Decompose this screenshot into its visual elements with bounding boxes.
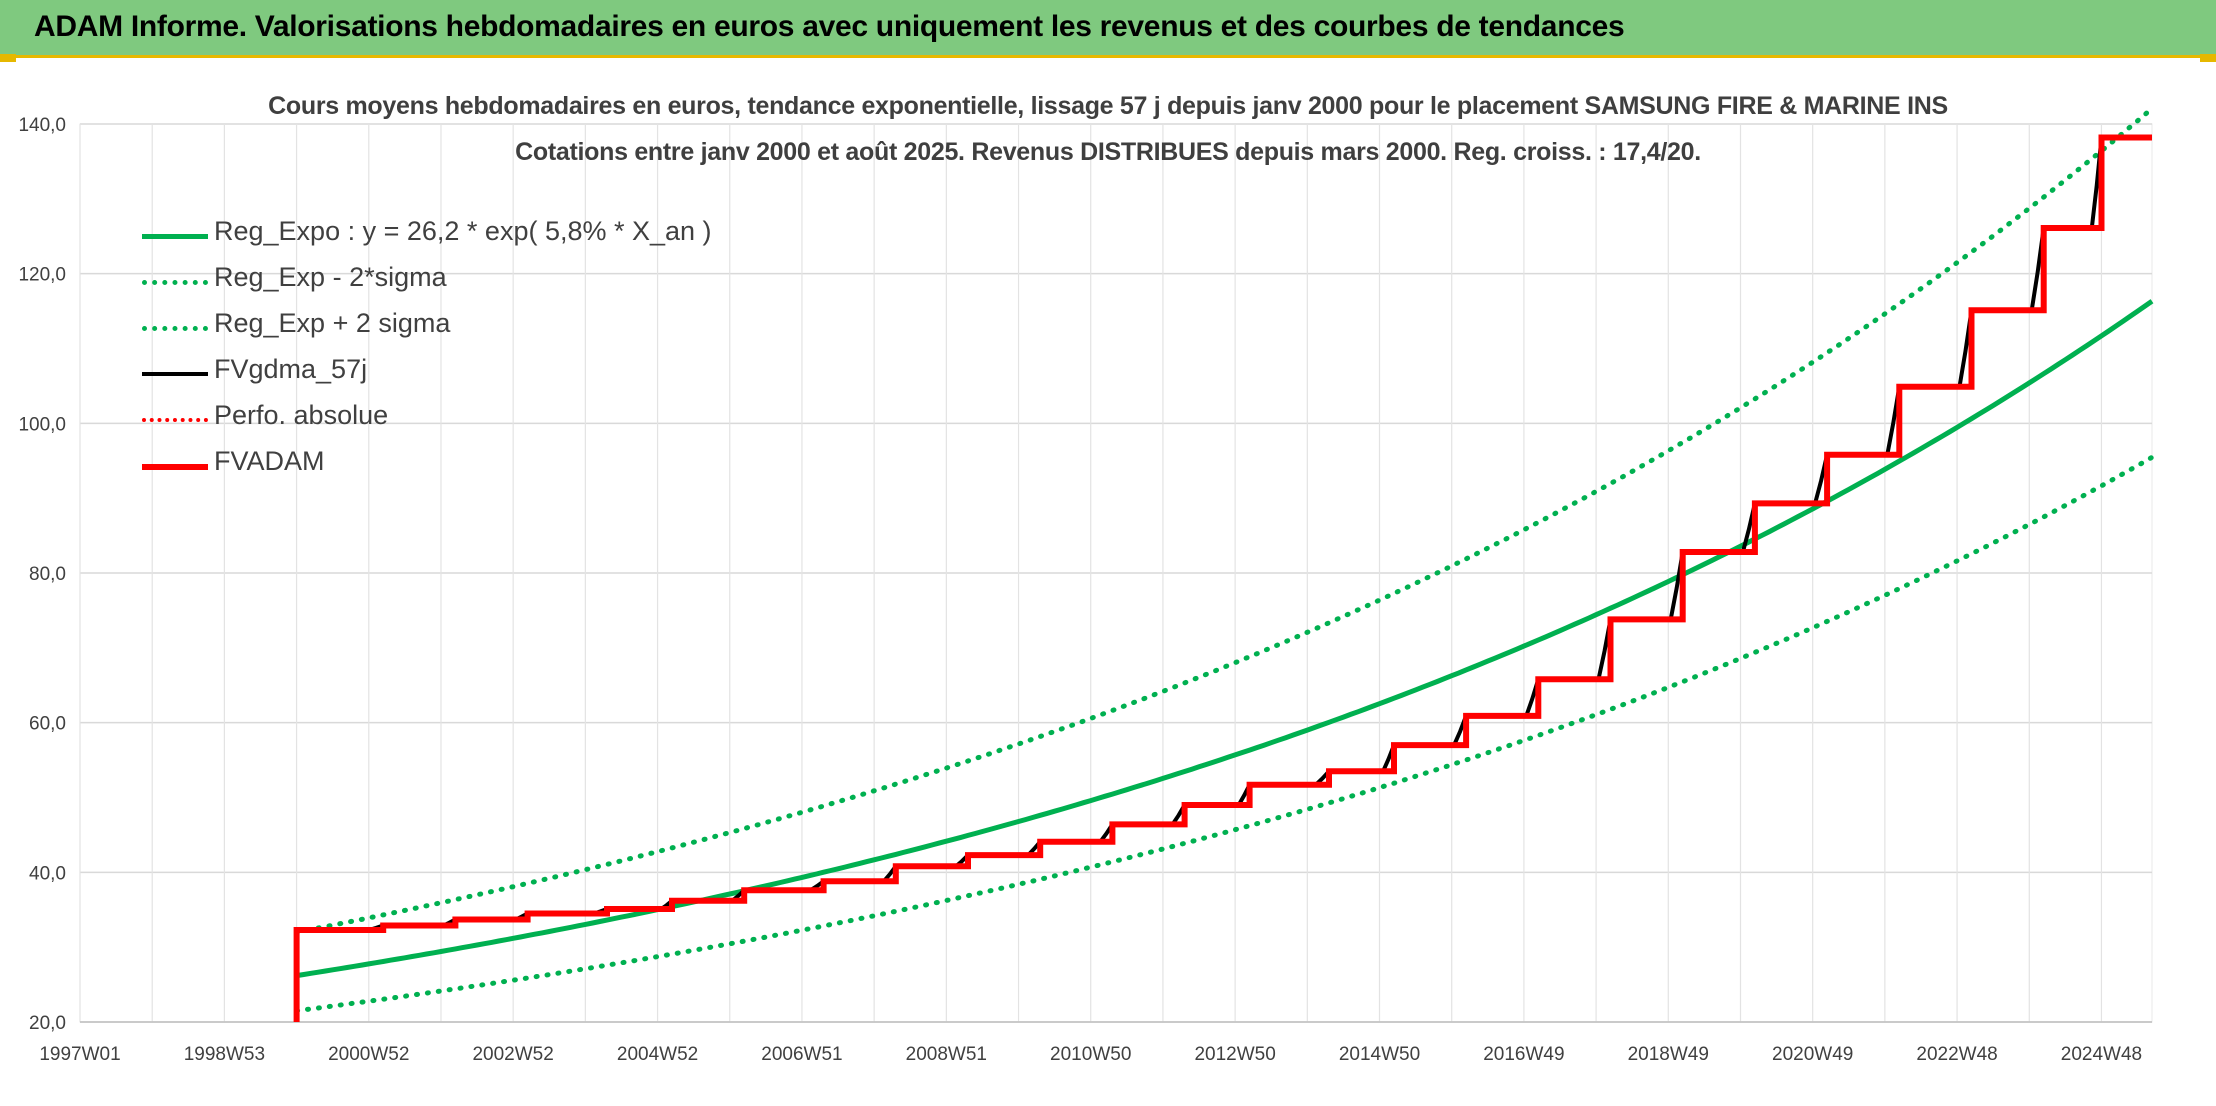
x-tick-label: 2012W50 xyxy=(1194,1044,1275,1065)
series-line-sigma-band xyxy=(294,454,2155,1014)
legend-label-perfo-absolue: Perfo. absolue xyxy=(214,400,389,430)
grid-layer xyxy=(79,123,2153,1023)
x-tick-label: 2022W48 xyxy=(1916,1044,1997,1065)
y-tick-label: 40,0 xyxy=(29,863,66,884)
legend-label-fvadam: FVADAM xyxy=(214,446,325,476)
legend-label-reg-exp-plus: Reg_Exp + 2 sigma xyxy=(214,308,451,338)
x-tick-label: 2016W49 xyxy=(1483,1044,1564,1065)
legend-swatch-fvgdma xyxy=(142,372,208,376)
report-title: ADAM Informe. Valorisations hebdomadaire… xyxy=(34,10,1625,43)
x-tick-label: 1998W53 xyxy=(184,1044,265,1065)
x-tick-label: 2006W51 xyxy=(761,1044,842,1065)
series-line-reg-expo xyxy=(296,299,2154,979)
y-tick-label: 80,0 xyxy=(29,564,66,585)
header-accent-right xyxy=(2200,54,2216,62)
header-bar: ADAM Informe. Valorisations hebdomadaire… xyxy=(0,0,2216,58)
x-tick-label: 2008W51 xyxy=(906,1044,987,1065)
x-tick-label: 2020W49 xyxy=(1772,1044,1853,1065)
x-tick-label: 2000W52 xyxy=(328,1044,409,1065)
x-tick-label: 2010W50 xyxy=(1050,1044,1131,1065)
chart-area: 20,0 40,0 60,0 80,0 100,0 120,0 140,0 1997W01 19… xyxy=(0,62,2216,1106)
y-tick-label: 60,0 xyxy=(29,714,66,735)
legend-label-fvgdma: FVgdma_57j xyxy=(214,354,368,384)
y-tick-label: 100,0 xyxy=(18,414,66,435)
legend-swatch-fvadam xyxy=(142,464,208,470)
series-line-fvadam xyxy=(293,134,2152,1022)
legend-swatch-reg-exp-plus xyxy=(142,326,208,331)
series-line-sigma-band xyxy=(294,106,2155,935)
legend-swatch-reg-exp-minus xyxy=(142,280,208,285)
x-tick-label: 2014W50 xyxy=(1339,1044,1420,1065)
series-layer xyxy=(293,106,2155,1022)
series-line-fvgdma xyxy=(296,135,2152,932)
y-tick-label: 140,0 xyxy=(18,115,66,136)
x-tick-label: 2002W52 xyxy=(472,1044,553,1065)
chart-subtitle: Cotations entre janv 2000 et août 2025. … xyxy=(515,138,1701,166)
header-accent-left xyxy=(0,54,16,62)
legend-label-reg-exp-minus: Reg_Exp - 2*sigma xyxy=(214,262,447,292)
chart-svg: 20,0 40,0 60,0 80,0 100,0 120,0 140,0 1997W01 19… xyxy=(18,106,2155,1065)
y-tick-label: 120,0 xyxy=(18,265,66,286)
x-tick-label: 2024W48 xyxy=(2061,1044,2142,1065)
x-tick-label: 1997W01 xyxy=(39,1044,120,1065)
legend-swatch-perfo-absolue xyxy=(142,418,208,422)
chart-title: Cours moyens hebdomadaires en euros, ten… xyxy=(268,92,1948,120)
x-tick-label: 2018W49 xyxy=(1628,1044,1709,1065)
legend-label-reg-expo: Reg_Expo : y = 26,2 * exp( 5,8% * X_an ) xyxy=(214,216,712,246)
axis-layer: 20,0 40,0 60,0 80,0 100,0 120,0 140,0 1997W01 19… xyxy=(18,115,2152,1065)
y-tick-label: 20,0 xyxy=(29,1013,66,1034)
legend-swatch-reg-expo xyxy=(142,234,208,239)
x-tick-label: 2004W52 xyxy=(617,1044,698,1065)
